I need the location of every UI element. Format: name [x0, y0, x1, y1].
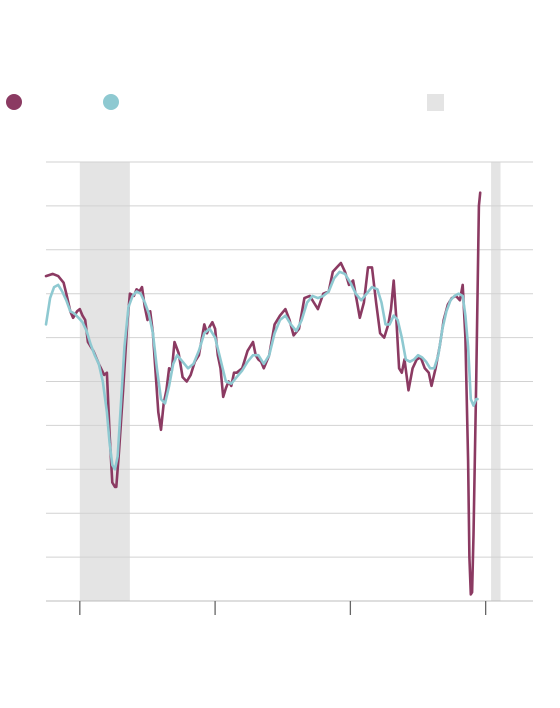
legend-item-shaded-period	[427, 92, 452, 112]
legend-marker-square	[427, 93, 444, 111]
series-line-b	[44, 270, 479, 471]
legend	[0, 92, 560, 114]
legend-marker-circle	[103, 94, 119, 110]
legend-item-series-b	[103, 92, 127, 112]
legend-marker-circle	[6, 94, 22, 110]
legend-item-series-a	[6, 92, 30, 112]
